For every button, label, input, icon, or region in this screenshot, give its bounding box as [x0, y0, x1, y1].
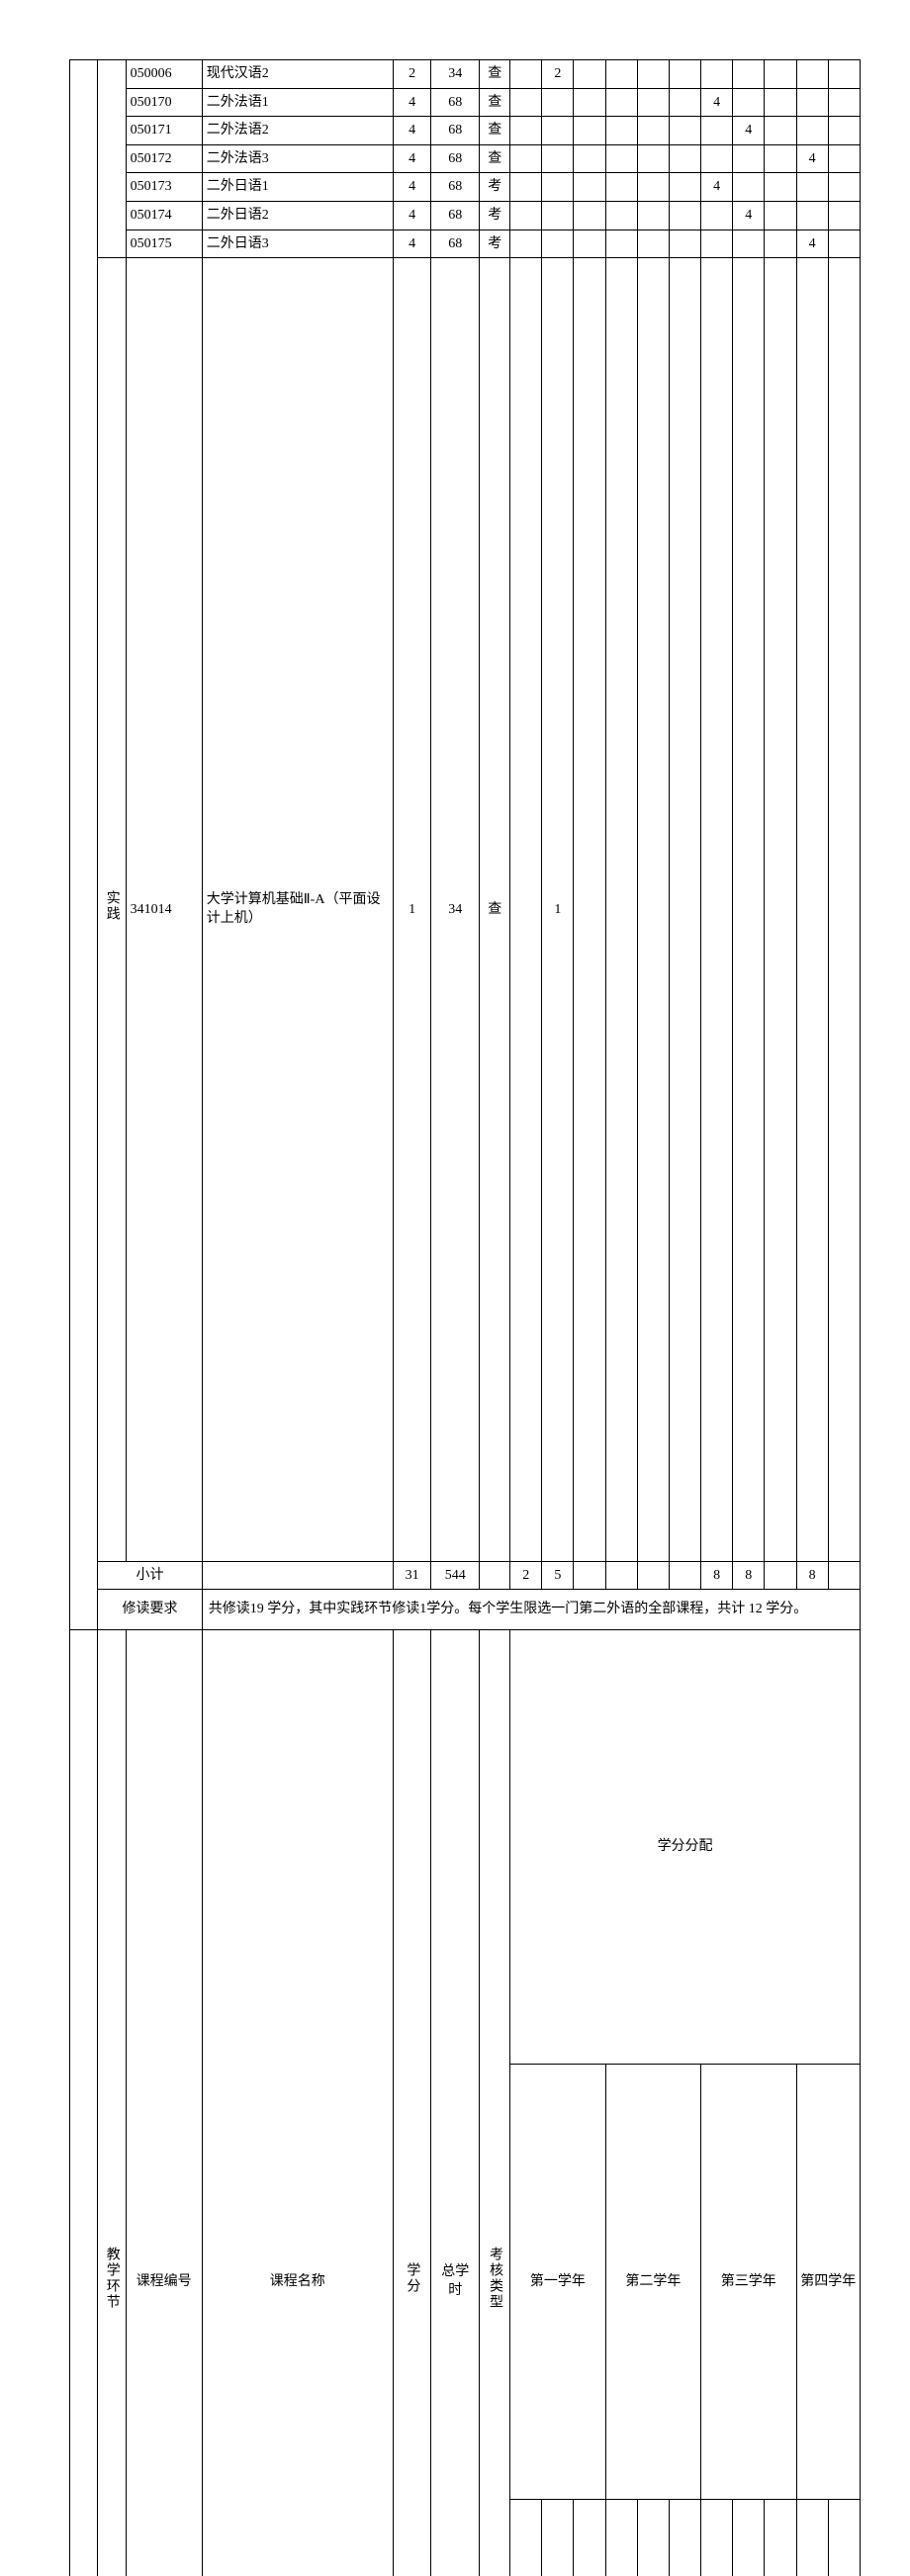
table-row: 050006现代汉语2234查2	[70, 60, 861, 89]
hdr-dist: 学分分配	[510, 1630, 861, 2065]
env-continued	[98, 60, 126, 258]
table-row: 050172二外法语3468查4	[70, 144, 861, 173]
subtotal-label: 小计	[98, 1561, 202, 1590]
table-row: 050170二外法语1468查4	[70, 88, 861, 117]
table-row: 小计3154425888	[70, 1561, 861, 1590]
hdr-code: 课程编号	[126, 1630, 202, 2576]
hdr-xf: 学分	[393, 1630, 431, 2576]
table-row: 050175二外日语3468考4	[70, 230, 861, 258]
table-row: 050173二外日语1468考4	[70, 173, 861, 202]
hdr-name: 课程名称	[202, 1630, 393, 2576]
curriculum-table: 050006现代汉语2234查2050170二外法语1468查4050171二外…	[69, 59, 861, 2576]
env-practice: 实践	[98, 258, 126, 1562]
table-row: 050171二外法语2468查4	[70, 117, 861, 145]
table-row: 050174二外日语2468考4	[70, 201, 861, 230]
hdr-zxs: 总学时	[431, 1630, 480, 2576]
table-row: 实践341014大学计算机基础Ⅱ-A（平面设计上机）134查1	[70, 258, 861, 1562]
req-text: 共修读19 学分，其中实践环节修读1学分。每个学生限选一门第二外语的全部课程，共…	[202, 1590, 860, 1630]
course-code: 050006	[126, 60, 202, 89]
hdr-env: 教学环节	[98, 1630, 126, 2576]
req-label: 修读要求	[98, 1590, 202, 1630]
table-row: 学科基础选修课教学环节课程编号课程名称学分总学时考核类型学分分配	[70, 1630, 861, 2065]
course-name: 现代汉语2	[202, 60, 393, 89]
table-row: 修读要求共修读19 学分，其中实践环节修读1学分。每个学生限选一门第二外语的全部…	[70, 1590, 861, 1630]
category-title: 学科基础选修课	[70, 1630, 98, 2576]
hdr-kh: 考核类型	[480, 1630, 510, 2576]
category-continued	[70, 60, 98, 1630]
